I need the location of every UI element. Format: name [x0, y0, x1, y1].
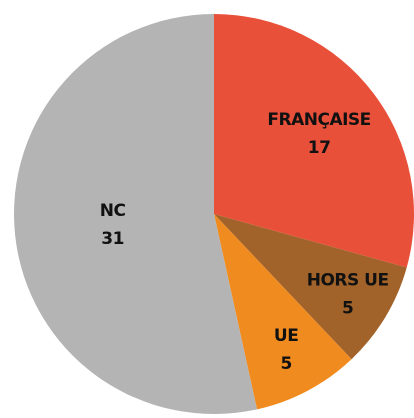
- pie-slice: [13, 14, 257, 414]
- slice-label: NC: [100, 201, 126, 221]
- pie-slice: [214, 214, 352, 410]
- pie-slice: [214, 214, 407, 360]
- slice-label: UE: [274, 326, 298, 346]
- slice-value: 31: [101, 229, 124, 249]
- slice-label: FRANÇAISE: [267, 110, 370, 130]
- pie-slice: [214, 14, 414, 268]
- slice-label: HORS UE: [307, 270, 389, 290]
- slice-value: 5: [342, 298, 353, 318]
- slice-value: 5: [280, 354, 291, 374]
- slice-value: 17: [308, 138, 331, 158]
